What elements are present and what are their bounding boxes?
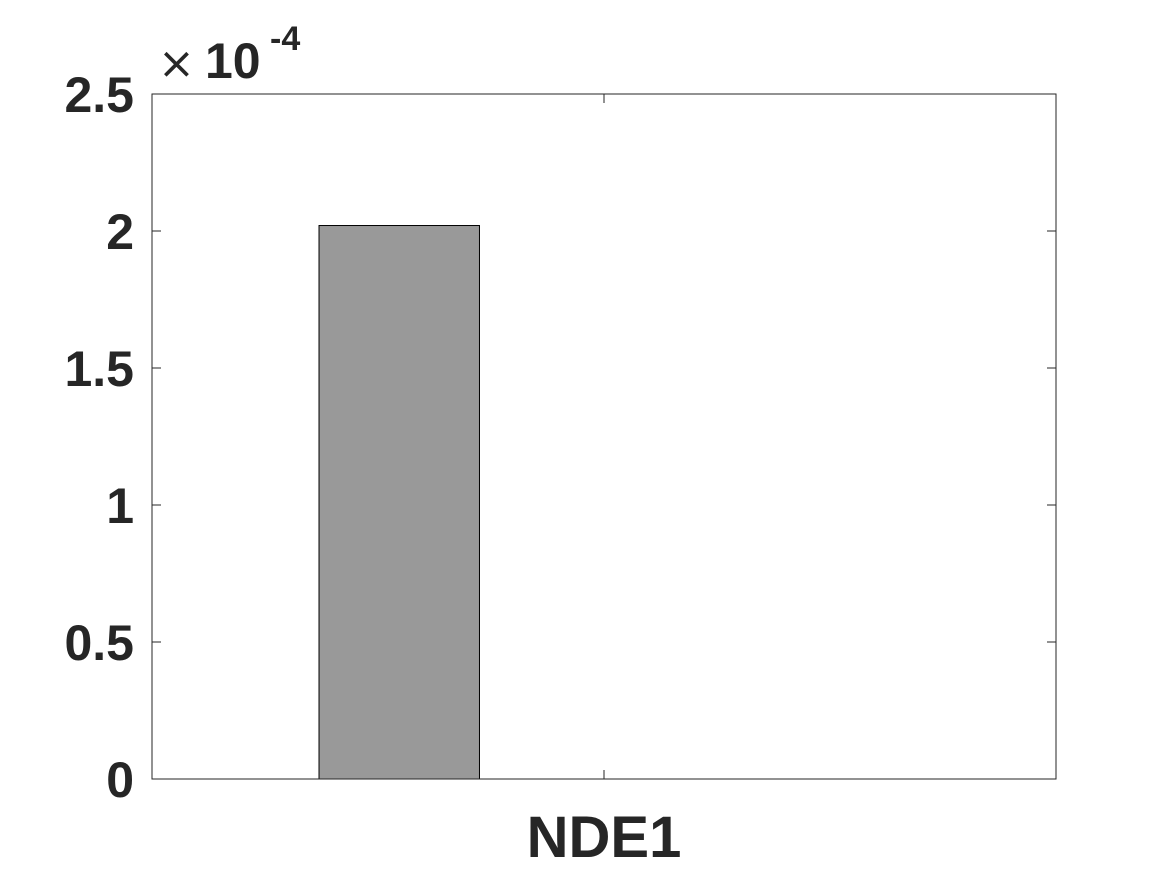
y-tick-label: 1 [106, 478, 134, 534]
y-axis-multiplier: × 10 -4 [158, 20, 300, 89]
plot-background [152, 94, 1056, 779]
y-tick-label: 0 [106, 752, 134, 808]
axes [151, 93, 1057, 780]
plot-area [152, 94, 1056, 779]
x-tick-label: NDE1 [527, 805, 682, 870]
y-tick-label: 2.5 [64, 67, 134, 123]
bar-nde1 [318, 225, 480, 780]
y-tick-label: 0.5 [64, 615, 134, 671]
bars [318, 225, 480, 780]
y-tick-label: 2 [106, 204, 134, 260]
multiplier-base: 10 [205, 33, 261, 89]
multiplier-times: × [158, 38, 195, 89]
y-tick-label: 1.5 [64, 341, 134, 397]
multiplier-exponent: -4 [270, 20, 300, 58]
labels: 0 0.5 1 1.5 2 2.5 NDE1 [64, 67, 681, 870]
